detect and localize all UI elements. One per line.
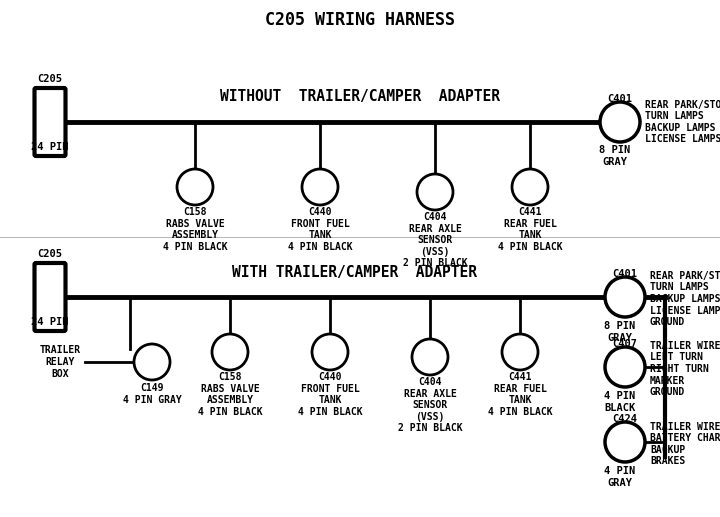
Circle shape bbox=[134, 344, 170, 380]
Circle shape bbox=[312, 334, 348, 370]
Text: TRAILER WIRES
BATTERY CHARGE
BACKUP
BRAKES: TRAILER WIRES BATTERY CHARGE BACKUP BRAK… bbox=[650, 421, 720, 466]
Text: C441
REAR FUEL
TANK
4 PIN BLACK: C441 REAR FUEL TANK 4 PIN BLACK bbox=[498, 207, 562, 252]
Text: 8 PIN
GRAY: 8 PIN GRAY bbox=[599, 145, 631, 166]
Text: C441
REAR FUEL
TANK
4 PIN BLACK: C441 REAR FUEL TANK 4 PIN BLACK bbox=[487, 372, 552, 417]
Text: WITHOUT  TRAILER/CAMPER  ADAPTER: WITHOUT TRAILER/CAMPER ADAPTER bbox=[220, 89, 500, 104]
Text: 24 PIN: 24 PIN bbox=[31, 142, 68, 152]
Text: C158
RABS VALVE
ASSEMBLY
4 PIN BLACK: C158 RABS VALVE ASSEMBLY 4 PIN BLACK bbox=[198, 372, 262, 417]
Circle shape bbox=[212, 334, 248, 370]
Circle shape bbox=[302, 169, 338, 205]
Circle shape bbox=[512, 169, 548, 205]
Text: C424: C424 bbox=[613, 414, 637, 424]
Text: C158
RABS VALVE
ASSEMBLY
4 PIN BLACK: C158 RABS VALVE ASSEMBLY 4 PIN BLACK bbox=[163, 207, 228, 252]
Circle shape bbox=[605, 347, 645, 387]
Circle shape bbox=[605, 422, 645, 462]
Text: 4 PIN
BLACK: 4 PIN BLACK bbox=[604, 391, 636, 413]
Circle shape bbox=[412, 339, 448, 375]
Text: 24 PIN: 24 PIN bbox=[31, 317, 68, 327]
Text: 4 PIN
GRAY: 4 PIN GRAY bbox=[604, 466, 636, 488]
Text: C401: C401 bbox=[613, 269, 637, 279]
Text: C149
4 PIN GRAY: C149 4 PIN GRAY bbox=[122, 383, 181, 405]
Text: REAR PARK/STOP
TURN LAMPS
BACKUP LAMPS
LICENSE LAMPS: REAR PARK/STOP TURN LAMPS BACKUP LAMPS L… bbox=[645, 100, 720, 144]
Text: TRAILER WIRES
LEFT TURN
RIGHT TURN
MARKER
GROUND: TRAILER WIRES LEFT TURN RIGHT TURN MARKE… bbox=[650, 341, 720, 397]
Text: C404
REAR AXLE
SENSOR
(VSS)
2 PIN BLACK: C404 REAR AXLE SENSOR (VSS) 2 PIN BLACK bbox=[397, 377, 462, 433]
FancyBboxPatch shape bbox=[35, 88, 66, 156]
Circle shape bbox=[605, 277, 645, 317]
Text: TRAILER
RELAY
BOX: TRAILER RELAY BOX bbox=[40, 345, 81, 378]
Text: 8 PIN
GRAY: 8 PIN GRAY bbox=[604, 321, 636, 343]
Text: REAR PARK/STOP
TURN LAMPS
BACKUP LAMPS
LICENSE LAMPS
GROUND: REAR PARK/STOP TURN LAMPS BACKUP LAMPS L… bbox=[650, 271, 720, 327]
Text: C205: C205 bbox=[37, 249, 63, 259]
FancyBboxPatch shape bbox=[35, 263, 66, 331]
Text: C205: C205 bbox=[37, 74, 63, 84]
Circle shape bbox=[600, 102, 640, 142]
Text: C407: C407 bbox=[613, 339, 637, 349]
Circle shape bbox=[502, 334, 538, 370]
Text: C401: C401 bbox=[608, 94, 632, 104]
Text: WITH TRAILER/CAMPER  ADAPTER: WITH TRAILER/CAMPER ADAPTER bbox=[233, 265, 477, 280]
Text: C440
FRONT FUEL
TANK
4 PIN BLACK: C440 FRONT FUEL TANK 4 PIN BLACK bbox=[297, 372, 362, 417]
Circle shape bbox=[177, 169, 213, 205]
Text: C205 WIRING HARNESS: C205 WIRING HARNESS bbox=[265, 11, 455, 29]
Text: C404
REAR AXLE
SENSOR
(VSS)
2 PIN BLACK: C404 REAR AXLE SENSOR (VSS) 2 PIN BLACK bbox=[402, 212, 467, 268]
Circle shape bbox=[417, 174, 453, 210]
Text: C440
FRONT FUEL
TANK
4 PIN BLACK: C440 FRONT FUEL TANK 4 PIN BLACK bbox=[288, 207, 352, 252]
